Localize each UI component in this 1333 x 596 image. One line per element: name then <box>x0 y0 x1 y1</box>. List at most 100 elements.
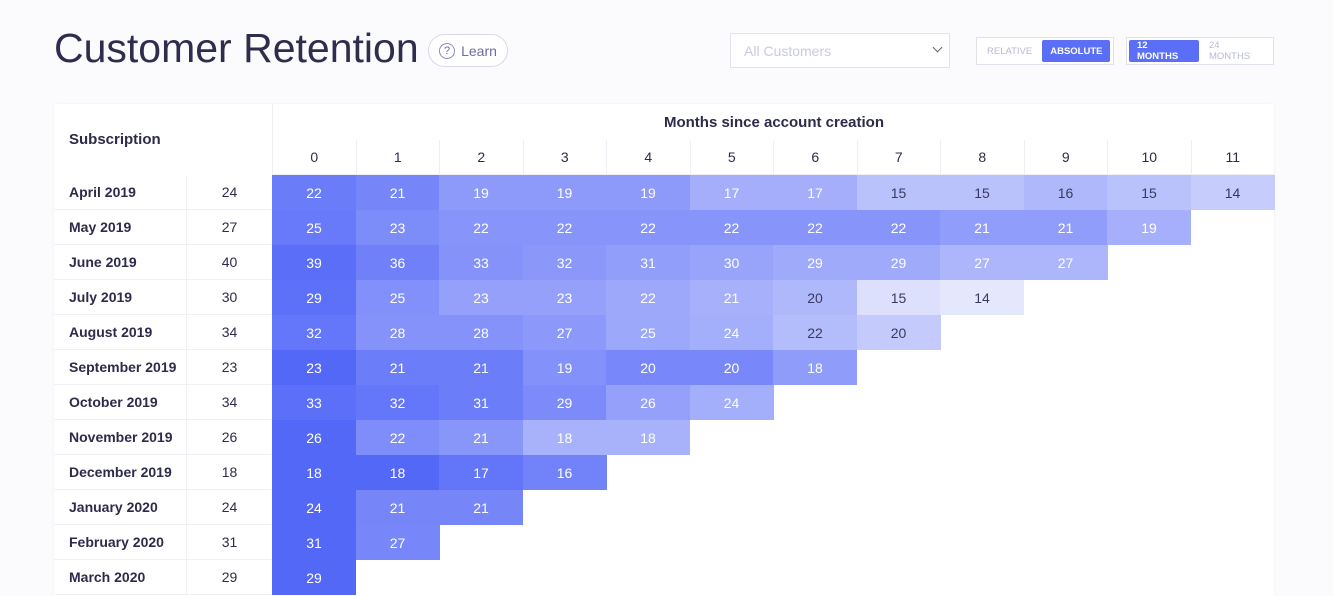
retention-cell: 23 <box>522 280 607 315</box>
retention-cell: 32 <box>522 245 607 280</box>
customer-filter[interactable]: All Customers <box>730 33 950 68</box>
cohort-label: March 2020 <box>54 560 186 595</box>
cohort-label: June 2019 <box>54 245 186 280</box>
cohort-label: February 2020 <box>54 525 186 560</box>
cohort-label: April 2019 <box>54 175 186 210</box>
column-header: 2 <box>439 140 523 175</box>
cohort-label: May 2019 <box>54 210 186 245</box>
retention-table: Subscription Months since account creati… <box>54 104 1275 596</box>
retention-cell: 33 <box>439 245 523 280</box>
retention-cell: 21 <box>1023 210 1108 245</box>
retention-cell: 31 <box>272 525 356 560</box>
retention-cell: 31 <box>606 245 690 280</box>
retention-cell: 33 <box>272 385 356 420</box>
column-header: 5 <box>689 140 773 175</box>
retention-cell: 22 <box>606 210 690 245</box>
retention-cell: 22 <box>773 210 857 245</box>
retention-cell: 16 <box>1023 175 1108 210</box>
retention-cell: 23 <box>355 210 440 245</box>
retention-cell: 21 <box>689 280 774 315</box>
retention-cell: 18 <box>773 350 857 385</box>
retention-cell: 19 <box>1107 210 1191 245</box>
help-icon: ? <box>439 42 456 59</box>
retention-cell: 22 <box>355 420 440 455</box>
range-option[interactable]: 24 MONTHS <box>1209 40 1251 62</box>
learn-label: Learn <box>461 42 497 59</box>
cohort-size: 40 <box>186 245 272 280</box>
retention-cell: 22 <box>522 210 607 245</box>
column-header: 9 <box>1023 140 1107 175</box>
mode-option[interactable]: ABSOLUTE <box>1042 40 1111 62</box>
retention-cell: 24 <box>272 490 356 525</box>
column-header: 7 <box>856 140 940 175</box>
cohort-size: 27 <box>186 210 272 245</box>
range-option[interactable]: 12 MONTHS <box>1129 40 1199 62</box>
retention-cell: 28 <box>439 315 523 350</box>
retention-cell: 19 <box>439 175 523 210</box>
retention-cell: 29 <box>773 245 857 280</box>
retention-cell: 22 <box>773 315 857 350</box>
retention-cell: 18 <box>606 420 690 455</box>
column-header: 3 <box>522 140 606 175</box>
retention-cell: 18 <box>522 420 607 455</box>
cohort-size: 18 <box>186 455 272 490</box>
retention-cell: 18 <box>272 455 356 490</box>
retention-cell: 32 <box>272 315 356 350</box>
retention-cell: 27 <box>1023 245 1108 280</box>
retention-cell: 22 <box>272 175 356 210</box>
retention-cell: 17 <box>439 455 523 490</box>
column-group-header: Months since account creation <box>272 104 1275 140</box>
retention-cell: 39 <box>272 245 356 280</box>
retention-cell: 15 <box>940 175 1024 210</box>
retention-cell: 29 <box>856 245 941 280</box>
retention-cell: 21 <box>355 490 440 525</box>
filter-placeholder: All Customers <box>744 43 832 59</box>
retention-cell: 21 <box>940 210 1024 245</box>
cohort-size: 26 <box>186 420 272 455</box>
cohort-size: 24 <box>186 175 272 210</box>
cohort-size: 31 <box>186 525 272 560</box>
retention-cell: 14 <box>1190 175 1275 210</box>
retention-cell: 19 <box>522 350 607 385</box>
cohort-size: 30 <box>186 280 272 315</box>
retention-cell: 21 <box>439 490 523 525</box>
retention-cell: 19 <box>606 175 690 210</box>
retention-cell: 26 <box>272 420 356 455</box>
retention-cell: 20 <box>856 315 941 350</box>
column-header: 0 <box>272 140 356 175</box>
learn-button[interactable]: ? Learn <box>428 34 508 67</box>
retention-cell: 23 <box>439 280 523 315</box>
cohort-label: December 2019 <box>54 455 186 490</box>
retention-cell: 22 <box>856 210 941 245</box>
cohort-label: January 2020 <box>54 490 186 525</box>
column-header: 1 <box>355 140 439 175</box>
retention-cell: 24 <box>689 315 774 350</box>
retention-cell: 15 <box>1107 175 1191 210</box>
retention-cell: 17 <box>689 175 774 210</box>
chevron <box>932 42 943 53</box>
retention-cell: 31 <box>439 385 523 420</box>
mode-toggle: RELATIVE ABSOLUTE <box>976 37 1114 65</box>
column-header: 10 <box>1107 140 1191 175</box>
retention-cell: 27 <box>355 525 440 560</box>
retention-cell: 25 <box>606 315 690 350</box>
column-header: 6 <box>773 140 857 175</box>
cohort-size: 34 <box>186 315 272 350</box>
retention-cell: 28 <box>355 315 440 350</box>
retention-cell: 29 <box>522 385 607 420</box>
retention-cell: 29 <box>272 280 356 315</box>
retention-cell: 26 <box>606 385 690 420</box>
retention-cell: 24 <box>689 385 774 420</box>
retention-cell: 19 <box>522 175 607 210</box>
cohort-size: 23 <box>186 350 272 385</box>
retention-cell: 21 <box>355 175 440 210</box>
mode-option[interactable]: RELATIVE <box>987 45 1033 57</box>
retention-cell: 20 <box>689 350 774 385</box>
retention-cell: 32 <box>355 385 440 420</box>
cohort-label: September 2019 <box>54 350 186 385</box>
retention-cell: 27 <box>940 245 1024 280</box>
retention-cell: 20 <box>606 350 690 385</box>
page-title: Customer Retention <box>54 25 419 71</box>
cohort-label: July 2019 <box>54 280 186 315</box>
